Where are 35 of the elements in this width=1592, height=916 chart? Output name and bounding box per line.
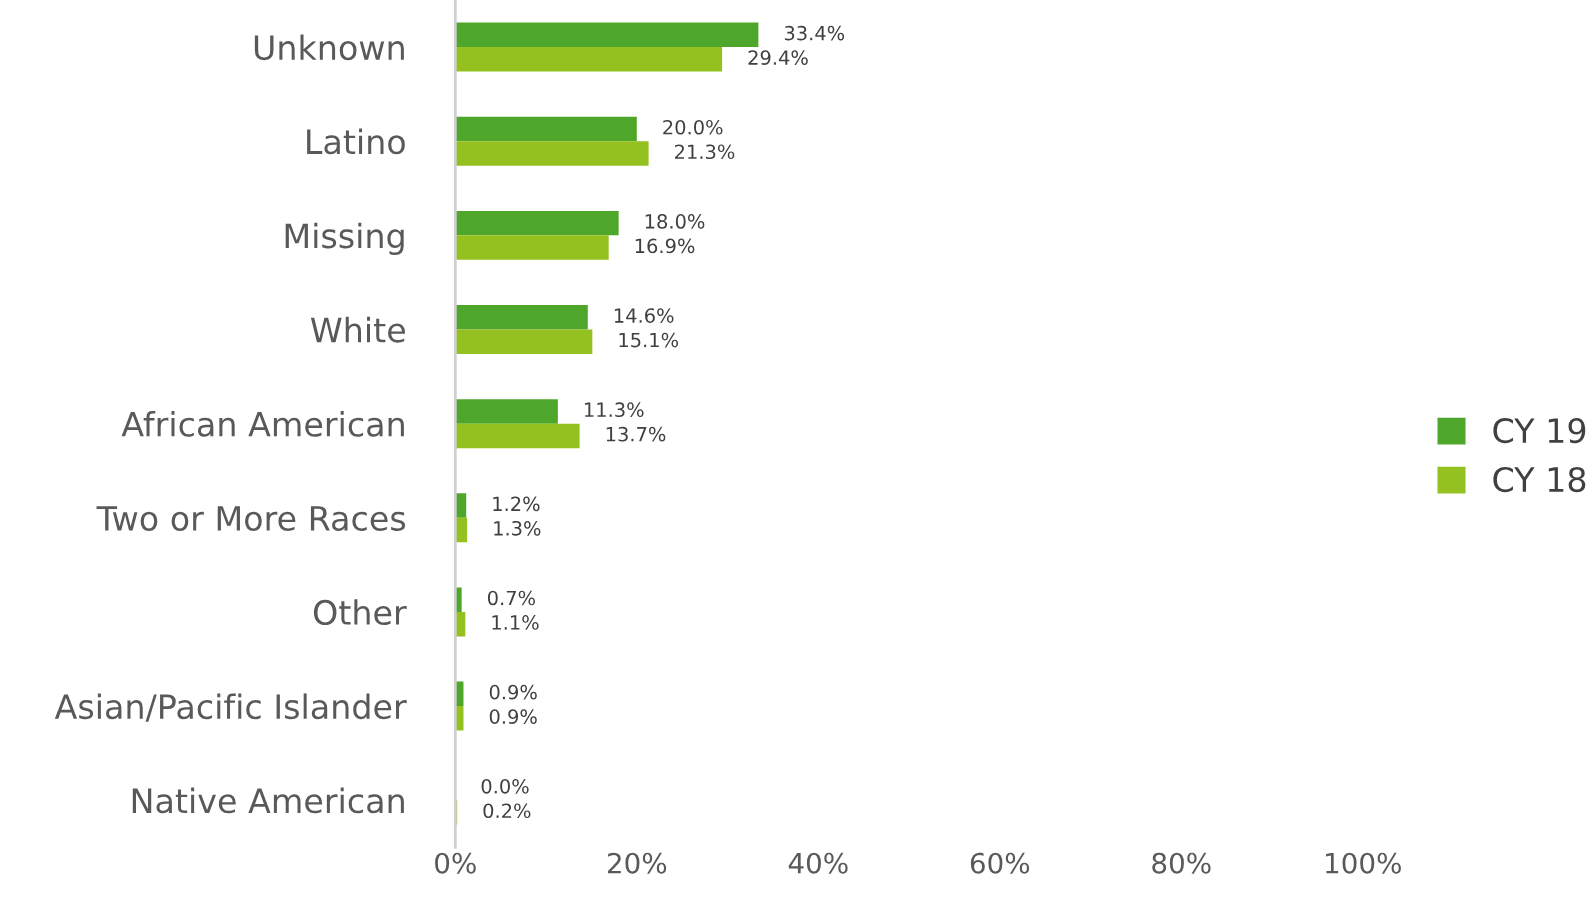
y-tick-label: African American — [121, 410, 404, 437]
data-label: 29.4% — [748, 50, 808, 65]
y-tick-label: Two or More Races — [96, 506, 406, 531]
data-label: 11.3% — [584, 402, 644, 418]
data-label: 18.0% — [645, 214, 705, 229]
x-tick-label: 20% — [607, 852, 667, 874]
y-tick-label: Asian/Pacific Islander — [54, 693, 407, 722]
data-label: 15.1% — [619, 332, 679, 348]
data-label: 33.4% — [784, 25, 845, 41]
data-label: 14.6% — [614, 308, 674, 323]
data-label: 1.3% — [494, 520, 541, 536]
x-tick-label: 40% — [788, 852, 848, 874]
y-tick-label: Native American — [132, 787, 404, 814]
y-tick-label: Unknown — [254, 34, 404, 61]
data-label: 0.9% — [489, 684, 537, 700]
data-label: 0.7% — [487, 590, 535, 606]
x-tick-label: 80% — [1152, 852, 1211, 874]
x-tick-label: 100% — [1326, 852, 1401, 874]
legend-label: CY 19 — [1493, 417, 1586, 444]
y-tick-label: Latino — [307, 128, 405, 155]
data-label: 20.0% — [663, 119, 723, 135]
data-label: 13.7% — [606, 426, 666, 442]
data-label: 0.9% — [489, 709, 537, 724]
data-label: 16.9% — [635, 238, 695, 254]
x-tick-label: 60% — [970, 852, 1030, 874]
data-label: 1.1% — [492, 615, 539, 630]
data-label: 1.2% — [493, 496, 540, 512]
y-tick-label: Other — [313, 599, 407, 626]
x-tick-label: 0% — [435, 852, 476, 874]
data-label: 0.0% — [481, 778, 529, 794]
y-tick-label: Missing — [285, 222, 404, 255]
legend-label: CY 18 — [1493, 466, 1586, 493]
y-tick-label: White — [310, 316, 405, 343]
data-label: 0.2% — [483, 803, 531, 819]
data-label: 21.3% — [675, 144, 735, 160]
